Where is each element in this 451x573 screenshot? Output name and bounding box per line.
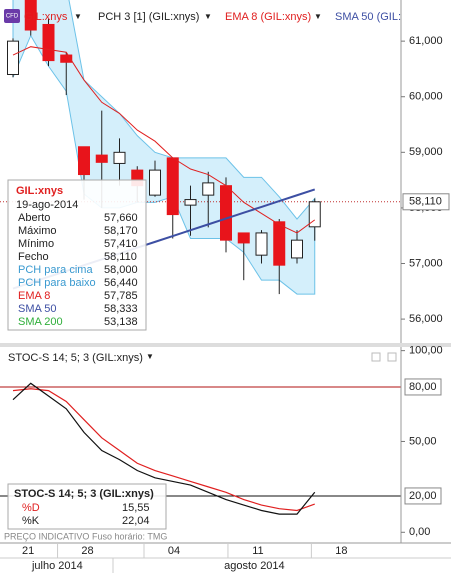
stoch-label: %K: [22, 515, 40, 527]
stoch-line: [12, 388, 315, 512]
candle-body: [78, 146, 90, 176]
y-tick-label: 56,000: [409, 313, 443, 325]
footer-notice: PREÇO INDICATIVO: [4, 531, 89, 541]
candle-body: [7, 40, 19, 75]
y-tick-label: 100,00: [409, 345, 443, 357]
candle-body: [95, 154, 108, 163]
candle-body: [237, 232, 250, 244]
y-tick-label: 50,00: [409, 435, 437, 447]
x-tick-label: 04: [168, 545, 180, 557]
cfd-icon-text: CFD: [6, 14, 19, 20]
info-value: 57,785: [104, 290, 138, 302]
info-value: 58,000: [104, 264, 138, 276]
dropdown[interactable]: ▼: [74, 12, 82, 21]
info-value: 58,170: [104, 225, 138, 237]
info-label: Máximo: [18, 225, 57, 237]
info-value: 58,110: [104, 251, 137, 263]
candle-body: [149, 169, 161, 196]
candle-body: [308, 201, 321, 228]
month-label: agosto 2014: [224, 560, 285, 572]
level-box: [404, 487, 442, 505]
cfd-icon[interactable]: [4, 9, 20, 23]
candle-body: [42, 23, 55, 62]
separator: [0, 343, 451, 347]
header: CFD GIL:xnys ▼ PCH 3 [1] (GIL:xnys) ▼ EM…: [4, 9, 424, 23]
panel-button[interactable]: [387, 352, 397, 362]
y-tick-label: 0,00: [409, 526, 430, 538]
stoch-box-frame: [7, 483, 167, 530]
panel-button[interactable]: [371, 352, 381, 362]
info-label: PCH para cima: [18, 264, 93, 276]
indicator[interactable]: SMA 50 (GIL:xnys: [335, 11, 424, 23]
x-tick-label: 28: [81, 545, 93, 557]
y-tick-label: 60,000: [409, 91, 443, 103]
indicator[interactable]: PCH 3 [1] (GIL:xnys): [98, 11, 199, 23]
info-value: 57,410: [104, 238, 138, 250]
info-title: GIL:xnys: [16, 185, 63, 197]
y-tick-label: 61,000: [409, 35, 443, 47]
y-tick-label: 59,000: [409, 146, 443, 158]
stoch-label: %D: [22, 502, 40, 514]
info-value: 58,333: [104, 303, 138, 315]
info-label: PCH para baixo: [18, 277, 96, 289]
candle-body: [273, 221, 286, 266]
candle-body: [202, 182, 215, 196]
y-tick-label: 57,000: [409, 257, 443, 269]
info-label: SMA 50: [18, 303, 57, 315]
x-tick-label: 11: [252, 545, 263, 557]
stoch-box: STOC-S 14; 5; 3 (GIL:xnys) %D 15,55 %K 22,04: [7, 483, 167, 530]
month-label: julho 2014: [31, 560, 83, 572]
symbol[interactable]: GIL:xnys: [24, 11, 68, 23]
candle-body: [113, 151, 126, 164]
candle-body: [166, 157, 179, 216]
level-box: [404, 378, 442, 396]
indicator-line: [12, 46, 316, 234]
info-label: EMA 8: [18, 290, 50, 302]
info-label: SMA 200: [18, 316, 63, 328]
info-value: 53,138: [104, 316, 138, 328]
dropdown[interactable]: ▼: [146, 352, 154, 361]
indicator[interactable]: EMA 8 (GIL:xnys): [225, 11, 311, 23]
x-tick-label: 18: [335, 545, 347, 557]
info-label: Aberto: [18, 212, 50, 224]
stoch-title[interactable]: STOC-S 14; 5; 3 (GIL:xnys): [8, 352, 143, 364]
candle-body: [184, 199, 197, 206]
info-box-frame: [7, 179, 147, 331]
info-label: Fecho: [18, 251, 49, 263]
stoch-value: 15,55: [122, 502, 150, 514]
candle-body: [60, 54, 73, 63]
stoch-value: 22,04: [122, 515, 150, 527]
candle-body: [220, 185, 232, 241]
dropdown[interactable]: ▼: [314, 12, 322, 21]
x-tick-label: 21: [22, 545, 34, 557]
candle-body: [291, 239, 303, 259]
candle-body: [255, 232, 268, 256]
stoch-panel: [0, 382, 401, 515]
candle-body: [24, 0, 37, 31]
info-date: 19-ago-2014: [16, 199, 78, 211]
info-value: 56,440: [104, 277, 138, 289]
last-price-label: 58,110: [409, 196, 442, 208]
footer-timezone: Fuso horário: TMG: [92, 531, 167, 541]
stoch-line: [12, 382, 316, 515]
dropdown[interactable]: ▼: [204, 12, 212, 21]
last-price-box: [402, 193, 450, 211]
level-label: 20,00: [409, 490, 437, 502]
stoch-box-title: STOC-S 14; 5; 3 (GIL:xnys): [14, 488, 154, 500]
info-label: Mínimo: [18, 238, 54, 250]
level-label: 80,00: [409, 381, 437, 393]
info-value: 57,660: [104, 212, 138, 224]
